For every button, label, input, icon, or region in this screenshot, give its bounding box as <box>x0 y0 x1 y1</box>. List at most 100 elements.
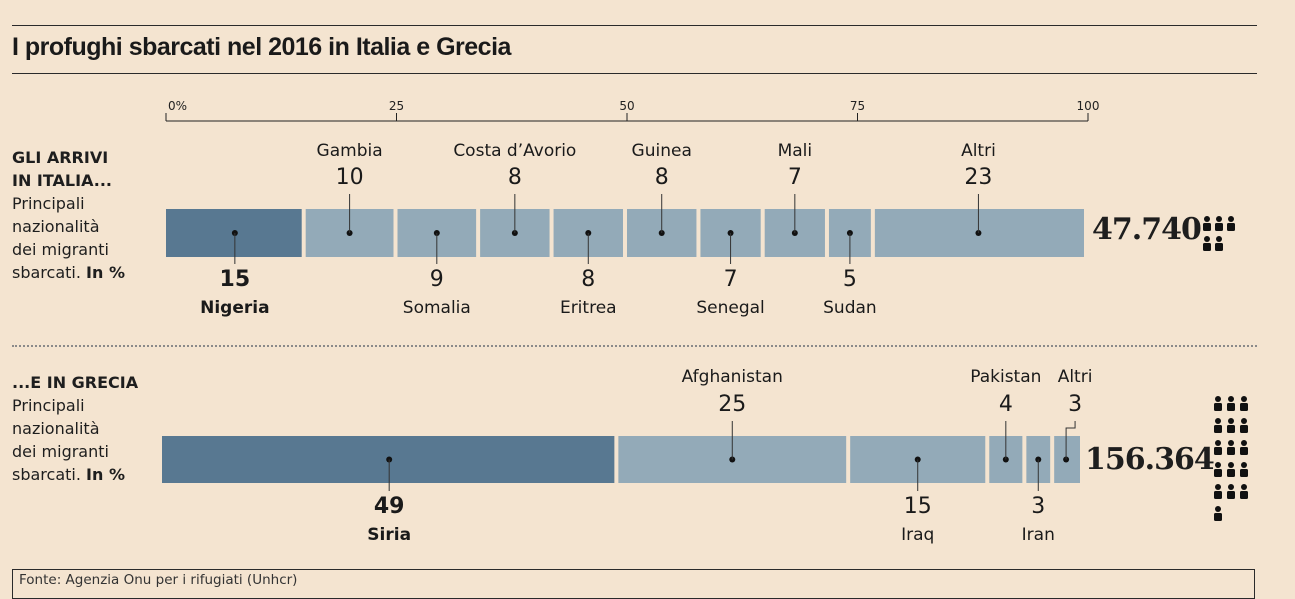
person-body <box>1240 469 1248 477</box>
person-head <box>1228 484 1234 490</box>
italy-category-label: Sudan <box>823 298 877 318</box>
person-body <box>1214 469 1222 477</box>
person-head <box>1228 418 1234 424</box>
person-head <box>1204 216 1210 222</box>
person-head <box>1241 396 1247 402</box>
person-head <box>1204 236 1210 242</box>
person-head <box>1241 418 1247 424</box>
italy-desc-unit: In % <box>86 263 125 282</box>
person-body <box>1240 447 1248 455</box>
greece-desc-4: sbarcati. <box>12 465 81 484</box>
person-head <box>1228 462 1234 468</box>
person-head <box>1216 216 1222 222</box>
greece-leader-line <box>1065 421 1076 460</box>
greece-value-label: 4 <box>999 392 1013 417</box>
axis-tick-label: 75 <box>850 99 865 113</box>
italy-desc-2: nazionalità <box>12 217 100 236</box>
greece-heading-1: ...E IN GRECIA <box>12 373 139 392</box>
person-head <box>1228 396 1234 402</box>
greece-desc-unit: In % <box>86 465 125 484</box>
person-body <box>1227 403 1235 411</box>
italy-heading-2: IN ITALIA... <box>12 171 112 190</box>
greece-desc-3: dei migranti <box>12 442 109 461</box>
person-body <box>1240 491 1248 499</box>
italy-category-label: Gambia <box>317 141 383 161</box>
person-head <box>1215 462 1221 468</box>
italy-value-label: 7 <box>724 267 738 292</box>
person-body <box>1227 223 1235 231</box>
greece-desc-1: Principali <box>12 396 85 415</box>
person-body <box>1214 425 1222 433</box>
person-body <box>1214 491 1222 499</box>
person-head <box>1215 418 1221 424</box>
person-body <box>1215 243 1223 251</box>
person-head <box>1215 506 1221 512</box>
italy-value-label: 23 <box>964 165 992 190</box>
italy-total: 47.740 <box>1092 212 1202 247</box>
person-head <box>1215 484 1221 490</box>
axis-tick-label: 100 <box>1077 99 1100 113</box>
source-note: Fonte: Agenzia Onu per i rifugiati (Unhc… <box>12 569 1255 599</box>
italy-value-label: 8 <box>508 165 522 190</box>
greece-value-label: 25 <box>718 392 746 417</box>
person-body <box>1240 425 1248 433</box>
person-body <box>1227 491 1235 499</box>
top-rule <box>12 25 1257 26</box>
italy-category-label: Guinea <box>632 141 692 161</box>
greece-category-label: Iran <box>1022 525 1055 545</box>
person-body <box>1203 223 1211 231</box>
axis-tick-label: 25 <box>389 99 404 113</box>
greece-category-label: Pakistan <box>970 367 1041 387</box>
italy-category-label: Senegal <box>696 298 764 318</box>
person-body <box>1214 513 1222 521</box>
italy-value-label: 9 <box>430 267 444 292</box>
people-icon <box>1214 396 1248 521</box>
person-body <box>1203 243 1211 251</box>
person-head <box>1241 462 1247 468</box>
person-head <box>1215 396 1221 402</box>
greece-category-label: Afghanistan <box>682 367 783 387</box>
italy-category-label: Nigeria <box>200 298 269 318</box>
title-rule <box>12 73 1257 74</box>
person-body <box>1240 403 1248 411</box>
person-body <box>1215 223 1223 231</box>
italy-value-label: 8 <box>655 165 669 190</box>
italy-heading-1: GLI ARRIVI <box>12 148 109 167</box>
person-head <box>1228 216 1234 222</box>
person-head <box>1216 236 1222 242</box>
italy-desc-4: sbarcati. <box>12 263 81 282</box>
greece-side-label: ...E IN GRECIA Principali nazionalità de… <box>12 371 138 486</box>
axis-tick-label: 0% <box>168 99 187 113</box>
greece-value-label: 3 <box>1068 392 1082 417</box>
person-body <box>1227 425 1235 433</box>
italy-value-label: 7 <box>788 165 802 190</box>
greece-desc-4-line: sbarcati. In % <box>12 463 138 486</box>
person-body <box>1227 447 1235 455</box>
italy-value-label: 8 <box>581 267 595 292</box>
italy-desc-3: dei migranti <box>12 240 109 259</box>
axis-tick-label: 50 <box>619 99 634 113</box>
greece-category-label: Altri <box>1058 367 1093 387</box>
italy-value-label: 5 <box>843 267 857 292</box>
person-head <box>1241 484 1247 490</box>
italy-category-label: Eritrea <box>560 298 617 318</box>
people-icon <box>1203 216 1235 251</box>
person-body <box>1214 447 1222 455</box>
greece-category-label: Siria <box>367 525 411 545</box>
italy-category-label: Altri <box>961 141 996 161</box>
greece-value-label: 15 <box>904 494 932 519</box>
italy-category-label: Mali <box>778 141 813 161</box>
person-head <box>1241 440 1247 446</box>
italy-value-label: 15 <box>220 267 251 292</box>
greece-desc-2: nazionalità <box>12 419 100 438</box>
italy-desc-4-line: sbarcati. In % <box>12 261 125 284</box>
person-body <box>1227 469 1235 477</box>
chart-title: I profughi sbarcati nel 2016 in Italia e… <box>12 33 511 61</box>
greece-value-label: 3 <box>1031 494 1045 519</box>
person-body <box>1214 403 1222 411</box>
person-head <box>1215 440 1221 446</box>
italy-side-label: GLI ARRIVI IN ITALIA... Principali nazio… <box>12 146 125 284</box>
italy-value-label: 10 <box>336 165 364 190</box>
italy-category-label: Somalia <box>403 298 471 318</box>
